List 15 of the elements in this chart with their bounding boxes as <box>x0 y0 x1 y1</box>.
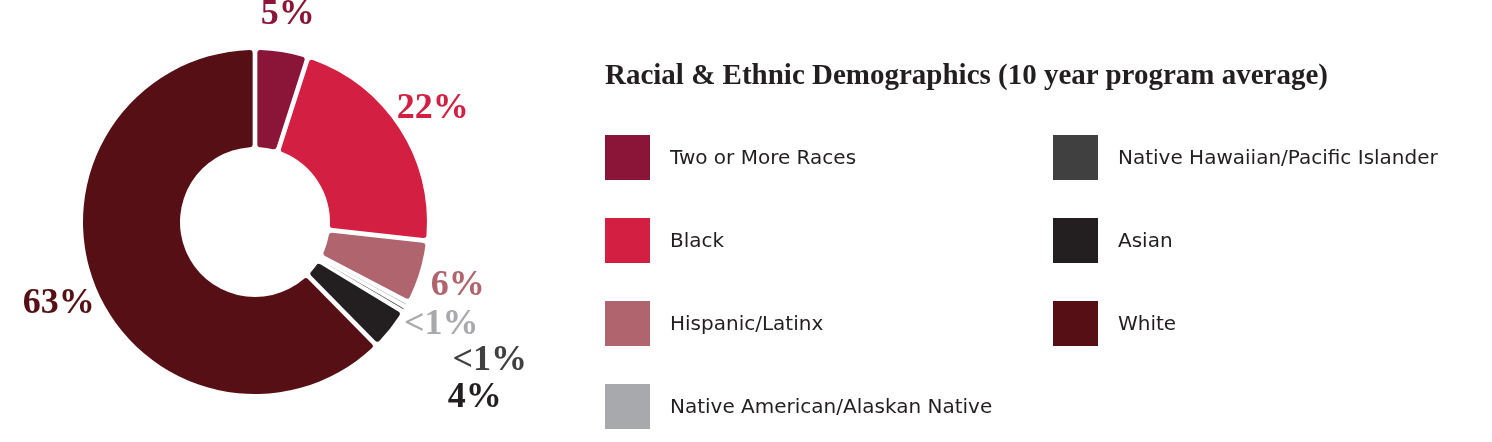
data-label: 63% <box>22 281 95 322</box>
legend-label: Black <box>670 227 725 252</box>
legend-label: Native Hawaiian/Pacific Islander <box>1118 144 1439 169</box>
legend-label: Asian <box>1118 227 1173 252</box>
data-label: 22% <box>396 85 469 126</box>
donut-slice <box>257 50 305 150</box>
legend-label: Native American/Alaskan Native <box>670 393 993 418</box>
legend-label: Two or More Races <box>669 144 857 169</box>
donut-slice <box>323 232 426 299</box>
data-label: 5% <box>260 0 315 32</box>
data-label: 6% <box>430 262 485 303</box>
text: Racial & Ethnic Demographics (10 year program average) <box>605 58 1328 91</box>
legend-label: White <box>1118 310 1177 335</box>
legend-label: Hispanic/Latinx <box>670 310 824 335</box>
donut-slice <box>310 263 400 342</box>
